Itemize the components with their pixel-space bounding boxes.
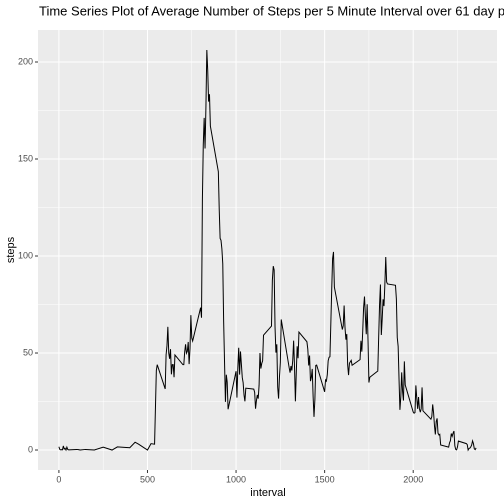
y-axis-title: steps	[5, 236, 17, 263]
y-tick-label: 100	[18, 250, 33, 260]
x-tick-label: 500	[140, 474, 155, 484]
x-tick-label: 1500	[315, 474, 335, 484]
x-tick-label: 1000	[226, 474, 246, 484]
line	[58, 49, 477, 452]
x-tick-label: 0	[56, 474, 61, 484]
y-tick-label: 200	[18, 56, 33, 66]
x-tick-label: 2000	[403, 474, 423, 484]
chart-title: Time Series Plot of Average Number of St…	[39, 3, 504, 18]
x-axis-title: interval	[250, 487, 285, 499]
y-tick-label: 50	[23, 347, 33, 357]
y-tick-label: 0	[28, 444, 33, 454]
y-tick-label: 150	[18, 153, 33, 163]
panel	[38, 30, 497, 470]
